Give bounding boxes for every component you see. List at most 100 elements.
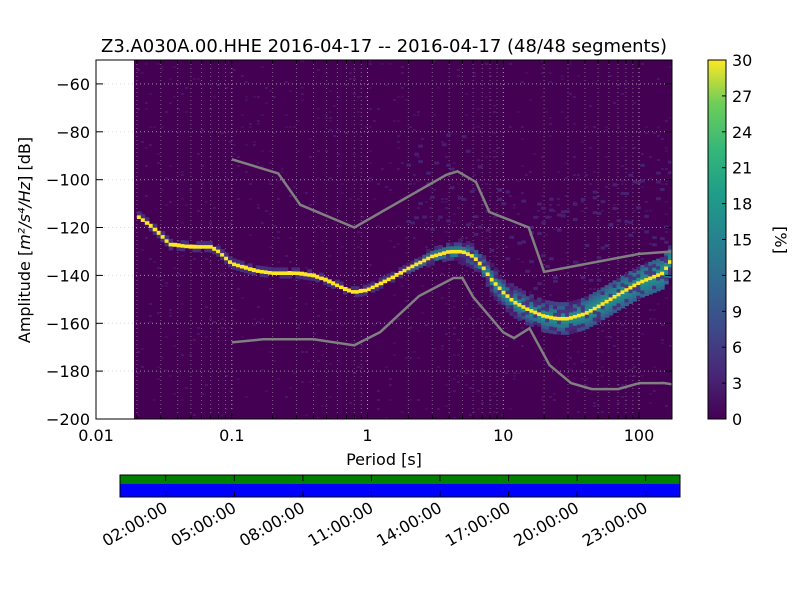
noise-speck bbox=[400, 162, 404, 164]
heatmap-cell bbox=[580, 305, 586, 310]
noise-speck bbox=[352, 267, 356, 269]
heatmap-cell bbox=[533, 303, 538, 308]
x-tick-label: 1 bbox=[362, 426, 372, 445]
noise-speck bbox=[320, 240, 324, 242]
heatmap-cell bbox=[565, 320, 570, 325]
heatmap-cell bbox=[640, 279, 645, 284]
noise-speck bbox=[252, 141, 256, 143]
heatmap-cell bbox=[426, 256, 431, 261]
noise-speck bbox=[164, 204, 168, 206]
noise-speck bbox=[664, 405, 668, 407]
heatmap-cell bbox=[656, 171, 661, 175]
heatmap-cell bbox=[513, 300, 518, 305]
heatmap-cell bbox=[454, 253, 459, 258]
noise-speck bbox=[272, 132, 276, 134]
heatmap-cell bbox=[616, 219, 622, 223]
noise-speck bbox=[148, 144, 152, 146]
noise-speck bbox=[328, 324, 332, 326]
noise-speck bbox=[452, 390, 456, 392]
heatmap-cell bbox=[414, 152, 419, 156]
heatmap-cell bbox=[450, 186, 455, 190]
heatmap-cell bbox=[382, 279, 388, 284]
noise-speck bbox=[664, 168, 668, 170]
heatmap-cell bbox=[660, 285, 665, 290]
noise-speck bbox=[396, 168, 400, 170]
heatmap-cell bbox=[576, 313, 582, 318]
colorbar-tick-label: 12 bbox=[732, 266, 752, 285]
noise-speck bbox=[312, 333, 316, 335]
noise-speck bbox=[632, 309, 636, 311]
noise-speck bbox=[360, 345, 364, 347]
heatmap-cell bbox=[648, 286, 653, 291]
heatmap-cell bbox=[664, 269, 669, 274]
noise-speck bbox=[648, 210, 652, 212]
heatmap-cell bbox=[545, 321, 550, 326]
noise-speck bbox=[488, 345, 492, 347]
heatmap-cell bbox=[596, 315, 602, 319]
heatmap-cell bbox=[406, 269, 411, 274]
heatmap-cell bbox=[616, 288, 622, 293]
heatmap-cell bbox=[406, 262, 411, 267]
noise-speck bbox=[196, 327, 200, 329]
noise-speck bbox=[428, 216, 432, 218]
noise-speck bbox=[648, 393, 652, 395]
noise-speck bbox=[580, 228, 584, 230]
noise-speck bbox=[392, 228, 396, 230]
noise-speck bbox=[288, 297, 292, 299]
noise-speck bbox=[188, 315, 192, 317]
noise-speck bbox=[556, 198, 560, 200]
noise-speck bbox=[476, 318, 480, 320]
heatmap-cell bbox=[184, 240, 189, 245]
noise-speck bbox=[500, 414, 504, 416]
noise-speck bbox=[500, 312, 504, 314]
plot-area bbox=[95, 59, 673, 420]
heatmap-cell bbox=[596, 293, 602, 298]
heatmap-cell bbox=[461, 250, 467, 255]
noise-speck bbox=[520, 261, 524, 263]
heatmap-cell bbox=[533, 215, 538, 219]
noise-speck bbox=[284, 126, 288, 128]
noise-speck bbox=[148, 126, 152, 128]
noise-speck bbox=[664, 231, 668, 233]
heatmap-cell bbox=[140, 217, 146, 222]
noise-speck bbox=[168, 312, 172, 314]
noise-speck bbox=[200, 183, 204, 185]
heatmap-cell bbox=[572, 300, 578, 305]
heatmap-cell bbox=[505, 293, 511, 298]
noise-speck bbox=[420, 312, 424, 314]
heatmap-cell bbox=[382, 275, 388, 280]
heatmap-cell bbox=[596, 278, 602, 282]
heatmap-cell bbox=[529, 260, 534, 264]
noise-speck bbox=[208, 225, 212, 227]
heatmap-cell bbox=[414, 265, 419, 270]
noise-speck bbox=[540, 399, 544, 401]
noise-speck bbox=[344, 381, 348, 383]
heatmap-cell bbox=[160, 238, 166, 243]
noise-speck bbox=[576, 261, 580, 263]
heatmap-cell bbox=[493, 281, 499, 286]
noise-speck bbox=[268, 150, 272, 152]
heatmap-cell bbox=[608, 307, 614, 312]
noise-speck bbox=[420, 138, 424, 140]
heatmap-cell bbox=[616, 303, 622, 307]
heatmap-cell bbox=[196, 248, 201, 253]
noise-speck bbox=[416, 207, 420, 209]
noise-speck bbox=[348, 72, 352, 74]
heatmap-cell bbox=[509, 286, 515, 291]
noise-speck bbox=[456, 381, 460, 383]
heatmap-cell bbox=[513, 314, 518, 319]
heatmap-cell bbox=[489, 281, 495, 286]
heatmap-cell bbox=[620, 293, 626, 298]
noise-speck bbox=[168, 102, 172, 104]
noise-speck bbox=[552, 210, 556, 212]
noise-speck bbox=[372, 324, 376, 326]
noise-speck bbox=[332, 105, 336, 107]
heatmap-cell bbox=[557, 330, 562, 335]
colorbar-tick-label: 9 bbox=[732, 302, 742, 321]
heatmap-cell bbox=[576, 317, 582, 321]
noise-speck bbox=[660, 183, 664, 185]
noise-speck bbox=[500, 150, 504, 152]
heatmap-cell bbox=[608, 289, 614, 294]
heatmap-cell bbox=[541, 310, 546, 315]
